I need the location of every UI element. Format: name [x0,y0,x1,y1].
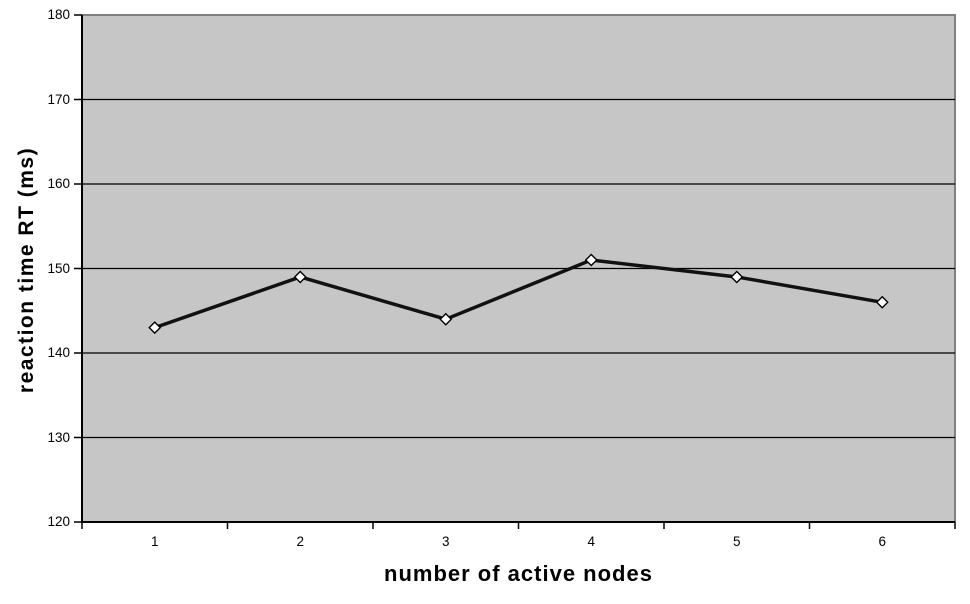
data-point-marker [584,253,598,267]
y-tick-label: 130 [47,429,70,445]
data-point-marker [875,295,889,309]
data-point-marker [293,270,307,284]
y-tick-label: 120 [47,514,70,529]
y-tick-label: 180 [47,7,70,22]
data-point-marker [148,321,162,335]
x-tick-label: 2 [296,534,305,549]
data-line [154,258,883,330]
x-tick-label: 4 [587,534,596,549]
y-tick-label: 150 [47,260,70,276]
x-axis-title: number of active nodes [384,561,653,586]
data-point-marker [439,312,453,326]
y-tick-label: 160 [47,176,70,191]
data-point-marker [730,270,744,284]
y-tick-label: 170 [47,91,70,107]
x-tick-label: 3 [441,534,450,549]
x-tick-label: 5 [732,534,741,549]
y-tick-label: 140 [47,345,70,360]
x-tick-label: 6 [878,534,887,549]
x-tick-label: 1 [150,534,159,549]
